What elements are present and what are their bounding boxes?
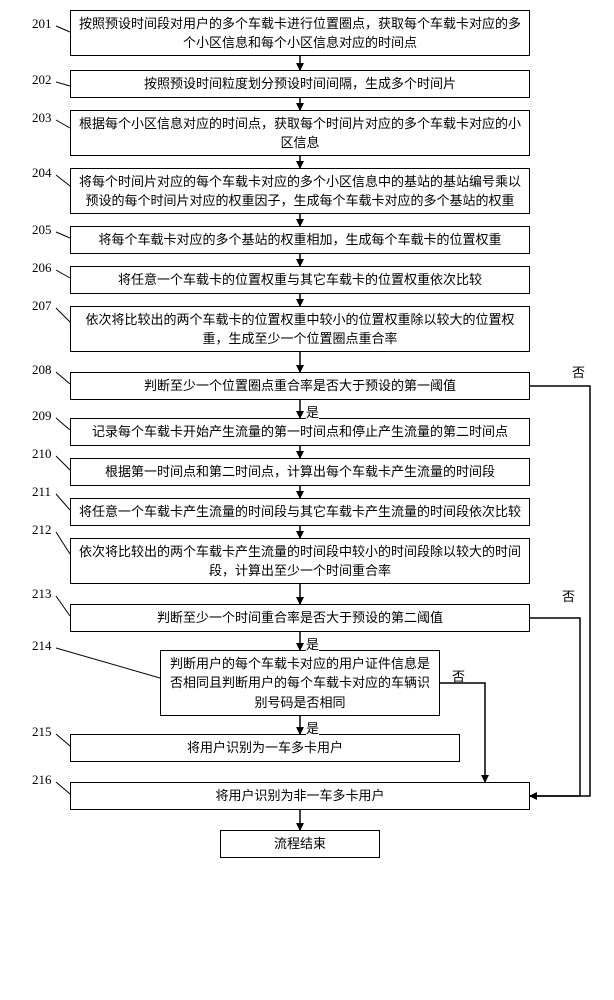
step-label-205: 205 [32, 222, 52, 238]
step-label-210: 210 [32, 446, 52, 462]
step-207: 依次将比较出的两个车载卡的位置权重中较小的位置权重除以较大的位置权重，生成至少一… [70, 306, 530, 352]
step-207-text: 依次将比较出的两个车载卡的位置权重中较小的位置权重除以较大的位置权重，生成至少一… [77, 310, 523, 349]
step-211: 将任意一个车载卡产生流量的时间段与其它车载卡产生流量的时间段依次比较 [70, 498, 530, 526]
step-202-text: 按照预设时间粒度划分预设时间间隔，生成多个时间片 [144, 74, 456, 94]
step-end: 流程结束 [220, 830, 380, 858]
step-209-text: 记录每个车载卡开始产生流量的第一时间点和停止产生流量的第二时间点 [92, 422, 508, 442]
step-label-214: 214 [32, 638, 52, 654]
step-204: 将每个时间片对应的每个车载卡对应的多个小区信息中的基站的基站编号乘以预设的每个时… [70, 168, 530, 214]
step-208: 判断至少一个位置圈点重合率是否大于预设的第一阈值 [70, 372, 530, 400]
step-213: 判断至少一个时间重合率是否大于预设的第二阈值 [70, 604, 530, 632]
step-210-text: 根据第一时间点和第二时间点，计算出每个车载卡产生流量的时间段 [105, 462, 495, 482]
step-label-207: 207 [32, 298, 52, 314]
step-label-201: 201 [32, 16, 52, 32]
step-label-215: 215 [32, 724, 52, 740]
step-label-202: 202 [32, 72, 52, 88]
step-204-text: 将每个时间片对应的每个车载卡对应的多个小区信息中的基站的基站编号乘以预设的每个时… [77, 172, 523, 211]
step-label-204: 204 [32, 165, 52, 181]
step-label-212: 212 [32, 522, 52, 538]
step-208-text: 判断至少一个位置圈点重合率是否大于预设的第一阈值 [144, 376, 456, 396]
step-205-text: 将每个车载卡对应的多个基站的权重相加，生成每个车载卡的位置权重 [98, 230, 501, 250]
step-206: 将任意一个车载卡的位置权重与其它车载卡的位置权重依次比较 [70, 266, 530, 294]
step-215-text: 将用户识别为一车多卡用户 [187, 738, 343, 758]
step-201-text: 按照预设时间段对用户的多个车载卡进行位置圈点，获取每个车载卡对应的多个小区信息和… [77, 14, 523, 53]
step-202: 按照预设时间粒度划分预设时间间隔，生成多个时间片 [70, 70, 530, 98]
edge-213-no: 否 [562, 586, 575, 605]
step-label-206: 206 [32, 260, 52, 276]
step-label-208: 208 [32, 362, 52, 378]
step-206-text: 将任意一个车载卡的位置权重与其它车载卡的位置权重依次比较 [118, 270, 482, 290]
step-label-213: 213 [32, 586, 52, 602]
step-end-text: 流程结束 [274, 834, 326, 854]
edge-208-no: 否 [572, 362, 585, 381]
step-213-text: 判断至少一个时间重合率是否大于预设的第二阈值 [157, 608, 443, 628]
edge-208-yes: 是 [306, 402, 319, 421]
step-214: 判断用户的每个车载卡对应的用户证件信息是否相同且判断用户的每个车载卡对应的车辆识… [160, 650, 440, 716]
step-label-211: 211 [32, 484, 51, 500]
step-215: 将用户识别为一车多卡用户 [70, 734, 460, 762]
step-201: 按照预设时间段对用户的多个车载卡进行位置圈点，获取每个车载卡对应的多个小区信息和… [70, 10, 530, 56]
step-211-text: 将任意一个车载卡产生流量的时间段与其它车载卡产生流量的时间段依次比较 [79, 502, 521, 522]
edge-214-yes: 是 [306, 718, 319, 737]
step-216: 将用户识别为非一车多卡用户 [70, 782, 530, 810]
step-label-216: 216 [32, 772, 52, 788]
step-label-209: 209 [32, 408, 52, 424]
flowchart-container: 201 202 203 204 205 206 207 208 209 210 … [10, 10, 604, 990]
step-203: 根据每个小区信息对应的时间点，获取每个时间片对应的多个车载卡对应的小区信息 [70, 110, 530, 156]
step-212-text: 依次将比较出的两个车载卡产生流量的时间段中较小的时间段除以较大的时间段，计算出至… [77, 542, 523, 581]
edge-213-yes: 是 [306, 634, 319, 653]
step-209: 记录每个车载卡开始产生流量的第一时间点和停止产生流量的第二时间点 [70, 418, 530, 446]
step-216-text: 将用户识别为非一车多卡用户 [215, 786, 384, 806]
step-210: 根据第一时间点和第二时间点，计算出每个车载卡产生流量的时间段 [70, 458, 530, 486]
step-212: 依次将比较出的两个车载卡产生流量的时间段中较小的时间段除以较大的时间段，计算出至… [70, 538, 530, 584]
step-label-203: 203 [32, 110, 52, 126]
edge-214-no: 否 [452, 666, 465, 685]
step-205: 将每个车载卡对应的多个基站的权重相加，生成每个车载卡的位置权重 [70, 226, 530, 254]
step-203-text: 根据每个小区信息对应的时间点，获取每个时间片对应的多个车载卡对应的小区信息 [77, 114, 523, 153]
step-214-text: 判断用户的每个车载卡对应的用户证件信息是否相同且判断用户的每个车载卡对应的车辆识… [167, 654, 433, 713]
